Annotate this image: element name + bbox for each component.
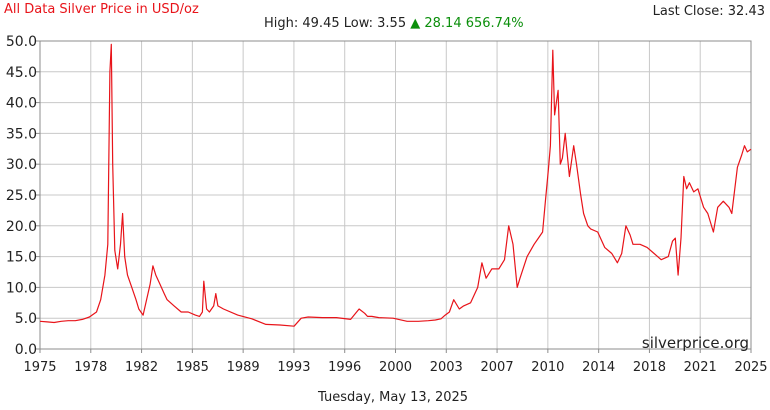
y-tick-label: 0.0	[15, 342, 37, 358]
x-tick-label: 1978	[74, 360, 107, 375]
y-tick-label: 5.0	[15, 311, 37, 327]
x-tick-label: 1982	[125, 360, 158, 375]
watermark-text: silverprice.org	[642, 334, 749, 352]
up-arrow-icon: ▲	[410, 16, 421, 31]
y-tick-label: 45.0	[6, 65, 37, 81]
y-tick-label: 30.0	[6, 157, 37, 173]
silver-price-line	[39, 43, 752, 327]
high-low-text: High: 49.45 Low: 3.55	[264, 16, 407, 31]
grid-lines	[40, 41, 751, 349]
x-tick-label: 2018	[633, 360, 666, 375]
x-tick-label: 2021	[684, 360, 717, 375]
y-tick-label: 40.0	[6, 96, 37, 112]
x-tick-label: 2000	[379, 360, 412, 375]
x-tick-label: 2007	[481, 360, 514, 375]
y-tick-label: 35.0	[6, 126, 37, 142]
x-tick-label: 1975	[23, 360, 56, 375]
plot-frame	[39, 40, 752, 350]
last-close-value: Last Close: 32.43	[652, 4, 765, 19]
x-tick-label: 1996	[328, 360, 361, 375]
y-tick-label: 20.0	[6, 219, 37, 235]
change-text: 28.14 656.74%	[424, 16, 524, 31]
x-tick-label: 2003	[430, 360, 463, 375]
y-tick-label: 25.0	[6, 188, 37, 204]
chart-title: All Data Silver Price in USD/oz	[4, 2, 199, 17]
y-tick-label: 10.0	[6, 280, 37, 296]
x-axis-ticks: 1975 1978 1982 1985 1989 1993 1996 2000 2003 2007…	[23, 349, 768, 375]
x-tick-label: 1985	[176, 360, 209, 375]
x-tick-label: 2014	[582, 360, 615, 375]
footer-date: Tuesday, May 13, 2025	[318, 390, 469, 405]
x-tick-label: 2025	[734, 360, 767, 375]
y-tick-label: 15.0	[6, 250, 37, 266]
x-tick-label: 2010	[531, 360, 564, 375]
price-stats: High: 49.45 Low: 3.55 ▲ 28.14 656.74%	[264, 16, 524, 31]
x-tick-label: 1989	[227, 360, 260, 375]
x-tick-label: 1993	[277, 360, 310, 375]
y-tick-label: 50.0	[6, 34, 37, 50]
y-axis-ticks: 0.0 5.0 10.0 15.0 20.0 25.0 30.0 35.0 40.0 45.0 50…	[6, 34, 40, 358]
